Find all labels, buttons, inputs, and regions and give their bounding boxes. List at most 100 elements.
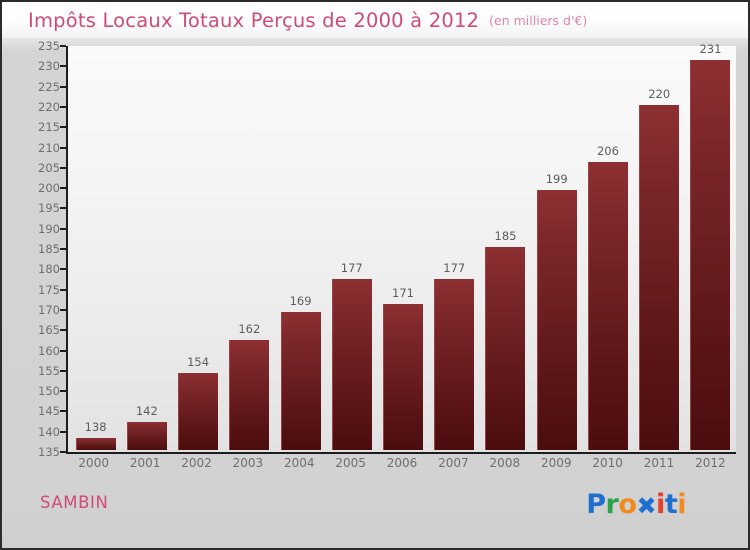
bar-2001[interactable] — [126, 421, 167, 450]
plot-area: 138 142 154 162 169 177 171 177 185 199 206 220 231 — [66, 42, 736, 454]
x-axis-tick-label: 2006 — [386, 456, 418, 470]
y-axis-tick-label: 175 — [38, 282, 60, 297]
bar-slot: 138 — [70, 46, 121, 450]
x-axis-tick-label: 2009 — [540, 456, 572, 470]
y-axis-tick-label: 165 — [38, 323, 60, 338]
bar-value-label: 177 — [443, 261, 466, 276]
y-axis-tick-label: 185 — [38, 242, 60, 256]
logo-letter: r — [605, 489, 619, 520]
bar-slot: 177 — [326, 46, 377, 450]
y-axis-tick-label: 200 — [38, 181, 60, 196]
y-axis-tick-mark — [60, 248, 66, 250]
y-axis-tick-label: 160 — [38, 343, 60, 358]
y-axis-tick-mark — [60, 85, 66, 88]
bar-slot: 171 — [377, 46, 428, 450]
bar-value-label: 199 — [545, 172, 568, 187]
y-axis-tick-mark — [60, 146, 66, 149]
y-axis-tick-mark — [60, 430, 66, 433]
y-axis-tick-label: 225 — [38, 79, 60, 94]
x-axis-tick-label: 2000 — [78, 456, 109, 470]
y-axis-tick-mark — [60, 369, 66, 372]
y-axis-tick-label: 220 — [38, 99, 60, 114]
bar-slot: 199 — [531, 46, 582, 450]
logo-letter: i — [656, 489, 665, 520]
bar-2000[interactable] — [75, 437, 116, 450]
bar-slot: 169 — [275, 46, 326, 450]
y-axis-tick-mark — [60, 329, 66, 332]
y-axis-tick-label: 155 — [38, 363, 60, 378]
bar-slot: 142 — [121, 46, 172, 450]
y-axis-tick-mark — [60, 207, 66, 210]
y-axis-tick-mark — [60, 308, 66, 311]
y-axis-tick-mark — [60, 451, 66, 453]
bar-2011[interactable] — [639, 104, 680, 450]
x-axis-tick-label: 2003 — [232, 456, 264, 470]
bar-2009[interactable] — [536, 190, 577, 450]
y-axis-tick-mark — [60, 410, 66, 413]
y-axis-tick-mark — [60, 268, 66, 271]
x-axis-tick-label: 2002 — [181, 456, 212, 470]
logo-letter: t — [664, 489, 678, 520]
logo-letter: ✖ — [636, 492, 657, 520]
page-subtitle: (en milliers d'€) — [489, 12, 588, 28]
bar-slot: 231 — [685, 42, 736, 450]
bar-slot: 206 — [582, 46, 633, 450]
chart-footer: SAMBIN Pro✖iti — [2, 483, 748, 548]
y-axis-tick-mark — [60, 390, 66, 393]
y-axis-tick-label: 235 — [38, 39, 60, 53]
bar-value-label: 206 — [596, 143, 619, 158]
logo-letter: P — [586, 489, 606, 520]
y-axis-tick-mark — [60, 105, 66, 108]
y-axis-tick-mark — [60, 65, 66, 68]
x-axis-tick-label: 2004 — [283, 456, 315, 470]
y-axis-tick-label: 145 — [38, 404, 60, 419]
bar-2003[interactable] — [229, 340, 270, 450]
bar-2007[interactable] — [434, 279, 475, 450]
x-axis-tick-label: 2008 — [489, 456, 521, 470]
y-axis-tick-label: 230 — [38, 59, 60, 74]
logo-letter: o — [618, 489, 637, 520]
bar-value-label: 154 — [187, 354, 210, 369]
y-axis-tick-mark — [60, 166, 66, 169]
bar-slot: 177 — [429, 46, 480, 450]
bar-2012[interactable] — [690, 60, 731, 450]
bar-2005[interactable] — [331, 279, 372, 450]
bar-value-label: 185 — [494, 229, 517, 243]
bar-series: 138 142 154 162 169 177 171 177 185 199 206 220 231 — [70, 42, 736, 450]
y-axis-tick-mark — [60, 227, 66, 230]
chart-header: Impôts Locaux Totaux Perçus de 2000 à 20… — [2, 2, 748, 38]
bar-2004[interactable] — [280, 311, 321, 450]
bar-2010[interactable] — [587, 161, 628, 450]
page-title: Impôts Locaux Totaux Perçus de 2000 à 20… — [28, 8, 480, 32]
y-axis-tick-label: 140 — [38, 424, 60, 439]
bar-value-label: 162 — [238, 322, 261, 337]
bar-slot: 162 — [224, 46, 275, 450]
y-axis-tick-mark — [60, 126, 66, 129]
y-axis-tick-mark — [60, 45, 66, 47]
logo-letter: i — [677, 489, 686, 520]
bar-slot: 185 — [480, 46, 531, 450]
bar-2006[interactable] — [383, 303, 424, 450]
x-axis-tick-label: 2005 — [335, 456, 366, 470]
bar-slot: 220 — [634, 46, 685, 450]
bar-2008[interactable] — [485, 247, 526, 450]
proxiti-logo[interactable]: Pro✖iti — [586, 491, 686, 518]
y-axis-tick-label: 170 — [38, 302, 60, 317]
y-axis-tick-mark — [60, 288, 66, 291]
y-axis-tick-label: 195 — [38, 201, 60, 216]
commune-name: SAMBIN — [40, 493, 109, 512]
bar-value-label: 177 — [340, 261, 363, 276]
bar-2002[interactable] — [178, 372, 219, 450]
x-axis-tick-label: 2001 — [129, 456, 161, 470]
x-axis-tick-label: 2012 — [695, 456, 726, 470]
y-axis-tick-mark — [60, 187, 66, 190]
x-axis-tick-label: 2010 — [592, 456, 623, 470]
y-axis: 235 230 225 220 215 210 205 200 195 190 185 180 175 1… — [2, 39, 66, 459]
y-axis-tick-mark — [60, 349, 66, 352]
bar-value-label: 171 — [392, 285, 414, 300]
y-axis-tick-label: 150 — [38, 384, 60, 399]
y-axis-tick-label: 210 — [38, 140, 60, 155]
y-axis-tick-label: 190 — [38, 221, 60, 236]
x-axis: 2000 2001 2002 2003 2004 2005 2006 2007 2008 2009… — [68, 454, 736, 476]
x-axis-tick-label: 2011 — [643, 456, 675, 470]
